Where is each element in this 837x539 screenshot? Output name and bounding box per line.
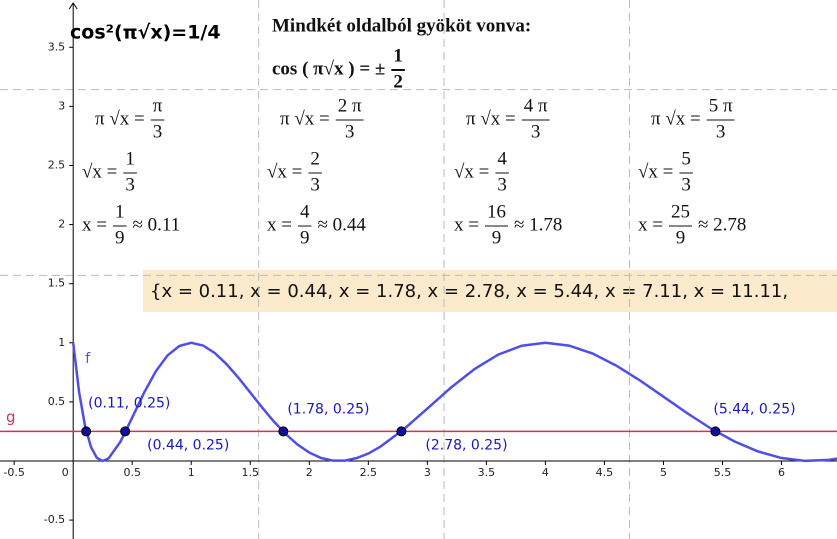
x-tick-label: 3.5	[478, 466, 496, 479]
formula-den: 3	[153, 121, 163, 142]
formula-lhs: π √x =	[651, 108, 701, 129]
formula-den: 9	[492, 227, 502, 248]
x-tick-label: 3	[424, 466, 431, 479]
formula-lhs: √x =	[454, 161, 489, 182]
y-tick-label: 1.5	[48, 277, 66, 290]
solutions: {x = 0.11, x = 0.44, x = 1.78, x = 2.78,…	[150, 281, 788, 302]
formula-num: 1	[115, 201, 125, 222]
formula-den: 2	[393, 71, 403, 92]
point-label: (0.11, 0.25)	[88, 395, 170, 411]
formula-lhs: x =	[82, 214, 107, 235]
y-tick-label: 2.5	[48, 158, 66, 171]
formula-den: 3	[716, 121, 726, 142]
x-tick-label: 4	[542, 466, 549, 479]
formula-rhs: ≈ 0.11	[132, 214, 180, 235]
formula-rhs: ≈ 0.44	[317, 214, 366, 235]
formula-lhs: π √x =	[280, 108, 330, 129]
formula-den: 9	[676, 227, 686, 248]
point-label: (5.44, 0.25)	[713, 401, 795, 417]
x-tick-label: 4.5	[596, 466, 614, 479]
y-tick-label: 1	[58, 336, 65, 349]
series-label: f	[85, 351, 91, 367]
formula-num: 25	[671, 201, 690, 222]
point	[278, 426, 289, 437]
formula-num: 4	[300, 201, 310, 222]
point-label: (1.78, 0.25)	[287, 401, 369, 417]
formula-num: π	[153, 95, 163, 116]
formula-den: 3	[681, 174, 691, 195]
formula-num: 5 π	[709, 95, 733, 116]
formula-rhs: ≈ 1.78	[514, 214, 562, 235]
y-tick-label: 3.5	[48, 40, 66, 53]
series-label: g	[6, 408, 16, 426]
formula-lhs: x =	[638, 214, 663, 235]
point	[120, 426, 131, 437]
x-tick-label: 2.5	[360, 466, 378, 479]
formula-den: 9	[115, 227, 125, 248]
x-tick-label: 2	[306, 466, 313, 479]
formula-num: 4 π	[524, 95, 548, 116]
chart-title: cos²(π√x)=1/4	[70, 22, 221, 44]
point-label: (2.78, 0.25)	[425, 437, 507, 453]
formula-den: 3	[125, 174, 135, 195]
x-tick-label: 1.5	[242, 466, 260, 479]
formula-den: 3	[497, 174, 507, 195]
formula-num: 1	[393, 45, 403, 66]
x-tick-label: 0	[62, 466, 69, 479]
y-tick-label: -0.5	[44, 513, 65, 526]
formula-num: 2	[310, 148, 320, 169]
heading: Mindkét oldalból gyököt vonva:	[272, 15, 531, 36]
y-tick-label: 0.5	[48, 395, 66, 408]
formula-den: 3	[345, 121, 355, 142]
point	[81, 426, 92, 437]
formula-num: 1	[125, 148, 135, 169]
formula-lhs: cos ( π√x ) = ±	[272, 58, 385, 79]
curve	[71, 341, 837, 463]
formula-num: 2 π	[338, 95, 362, 116]
x-tick-label: 0.5	[123, 466, 141, 479]
formula-lhs: π √x =	[466, 108, 516, 129]
formula-lhs: √x =	[638, 161, 673, 182]
formula-lhs: x =	[267, 214, 292, 235]
formula-lhs: π √x =	[95, 108, 145, 129]
y-tick-label: 2	[58, 218, 65, 231]
formula-den: 9	[300, 227, 310, 248]
formula-num: 5	[681, 148, 691, 169]
x-tick-label: -0.5	[3, 466, 24, 479]
formula-num: 4	[497, 148, 507, 169]
point-label: (0.44, 0.25)	[147, 437, 229, 453]
axis-arrow	[68, 2, 78, 10]
formula-den: 3	[531, 121, 541, 142]
x-tick-label: 5	[660, 466, 667, 479]
formula-den: 3	[310, 174, 320, 195]
formula-num: 16	[487, 201, 506, 222]
x-tick-label: 6	[778, 466, 785, 479]
y-tick-label: 3	[58, 99, 65, 112]
point	[710, 426, 721, 437]
formula-lhs: √x =	[267, 161, 302, 182]
formula-rhs: ≈ 2.78	[698, 214, 746, 235]
formula-lhs: x =	[454, 214, 479, 235]
point	[396, 426, 407, 437]
x-tick-label: 5.5	[714, 466, 732, 479]
formula-lhs: √x =	[82, 161, 117, 182]
x-tick-label: 1	[188, 466, 195, 479]
